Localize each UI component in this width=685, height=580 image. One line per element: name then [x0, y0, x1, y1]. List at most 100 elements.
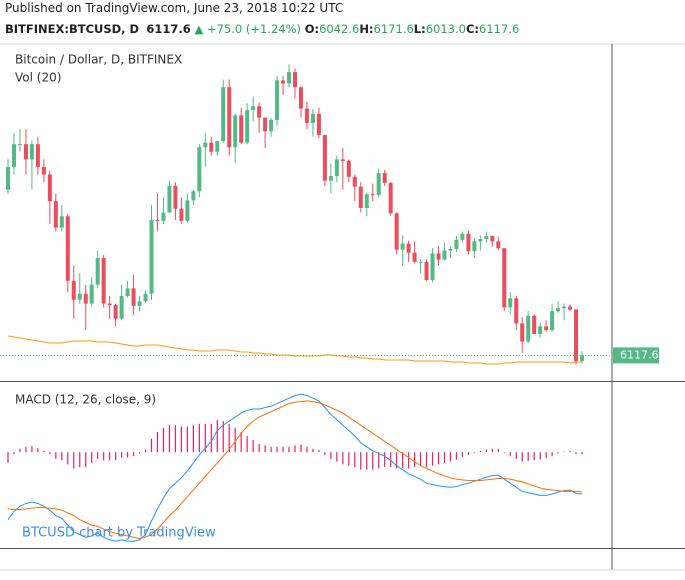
candle-body — [556, 308, 561, 312]
candle-body — [502, 248, 507, 308]
candle-body — [131, 288, 136, 306]
candle-body — [490, 236, 495, 242]
candle-body — [275, 80, 280, 120]
candle-body — [574, 309, 579, 362]
candle-body — [29, 144, 34, 160]
candle-body — [544, 326, 549, 331]
candle-body — [406, 243, 411, 253]
candle-body — [203, 142, 208, 148]
candle-body — [310, 113, 315, 123]
candle-body — [346, 160, 351, 177]
candle-body — [191, 191, 196, 201]
candle-body — [77, 293, 82, 300]
candle-body — [167, 185, 172, 213]
candle-body — [448, 248, 453, 251]
candle-body — [269, 119, 274, 132]
field-key: O: — [304, 22, 320, 36]
candle-body — [119, 295, 124, 319]
candle-body — [17, 144, 22, 146]
candle-body — [400, 243, 405, 250]
last: 6117.6 — [146, 22, 191, 36]
candle-body — [430, 253, 435, 281]
volume-title: Vol (20) — [15, 71, 61, 85]
candle-body — [334, 159, 339, 177]
candle-body — [35, 144, 40, 167]
candle-body — [263, 117, 268, 132]
candle-body — [418, 261, 423, 263]
candle-body — [209, 142, 214, 152]
macd-line — [7, 393, 583, 542]
candle-body — [83, 293, 88, 304]
field-value: 6171.6 — [373, 22, 414, 36]
candle-body — [245, 110, 250, 143]
candle-body — [251, 106, 256, 111]
candle-body — [101, 258, 106, 304]
volume-ma-line — [7, 335, 582, 365]
candle-body — [568, 306, 573, 310]
candle-body — [484, 236, 489, 240]
candle-body — [59, 216, 64, 228]
signal-line — [7, 400, 583, 540]
candle-body — [370, 194, 375, 196]
candle-body — [388, 182, 393, 214]
candle-body — [155, 220, 160, 222]
symbol: BITFINEX:BTCUSD, D — [5, 22, 140, 36]
candle-body — [107, 303, 112, 306]
candle-body — [257, 106, 262, 118]
field-key: C: — [465, 22, 480, 36]
candle-body — [95, 258, 100, 285]
candle-body — [281, 80, 286, 84]
candle-body — [173, 185, 178, 209]
candle-body — [562, 306, 567, 309]
candle-body — [580, 355, 584, 362]
watermark: BTCUSD chart by TradingView — [22, 526, 216, 541]
candle-body — [47, 174, 52, 202]
macd-title: MACD (12, 26, close, 9) — [15, 393, 156, 407]
candle-body — [466, 233, 471, 252]
candle-body — [532, 315, 537, 334]
candle-body — [125, 288, 130, 296]
candle-body — [364, 194, 369, 208]
candle-body — [227, 87, 232, 148]
candle-body — [394, 213, 399, 250]
candle-body — [298, 87, 303, 109]
candle-body — [538, 326, 543, 334]
candle-body — [6, 166, 10, 190]
candle-body — [293, 72, 297, 88]
candle-body — [376, 173, 381, 196]
candle-body — [65, 216, 70, 281]
field-value: 6042.6 — [319, 22, 360, 36]
candle-body — [550, 311, 555, 331]
symbol-bar: BITFINEX:BTCUSD, D 6117.6 ▲ +75.0 (+1.24… — [5, 22, 519, 36]
candle-body — [11, 144, 16, 167]
change: +75.0 (+1.24%) — [206, 22, 302, 36]
candle-body — [352, 176, 357, 187]
candle-body — [496, 241, 501, 249]
candle-body — [508, 298, 513, 308]
candle-body — [185, 200, 190, 221]
last-price-box — [613, 347, 659, 364]
candle-body — [149, 220, 154, 294]
candle-body — [23, 144, 28, 160]
candle-body — [328, 176, 333, 181]
candle-body — [316, 113, 321, 136]
published: Published on TradingView.com, June 23, 2… — [5, 1, 344, 15]
up-arrow: ▲ — [194, 22, 204, 36]
candle-body — [89, 284, 94, 304]
candle-body — [304, 108, 309, 123]
candle-body — [197, 147, 202, 192]
field-value: 6117.6 — [479, 22, 520, 36]
candle-body — [71, 280, 76, 300]
candle-body — [382, 173, 387, 183]
candle-body — [340, 159, 345, 161]
candle-body — [161, 212, 166, 221]
candle-body — [436, 253, 441, 260]
candle-body — [424, 261, 429, 281]
ohlc-fields: O:6042.6H:6171.6L:6013.0C:6117.6 — [305, 22, 520, 36]
candle-body — [215, 141, 220, 152]
candle-body — [478, 239, 483, 242]
candle-body — [239, 115, 244, 143]
candle-body — [412, 252, 417, 262]
